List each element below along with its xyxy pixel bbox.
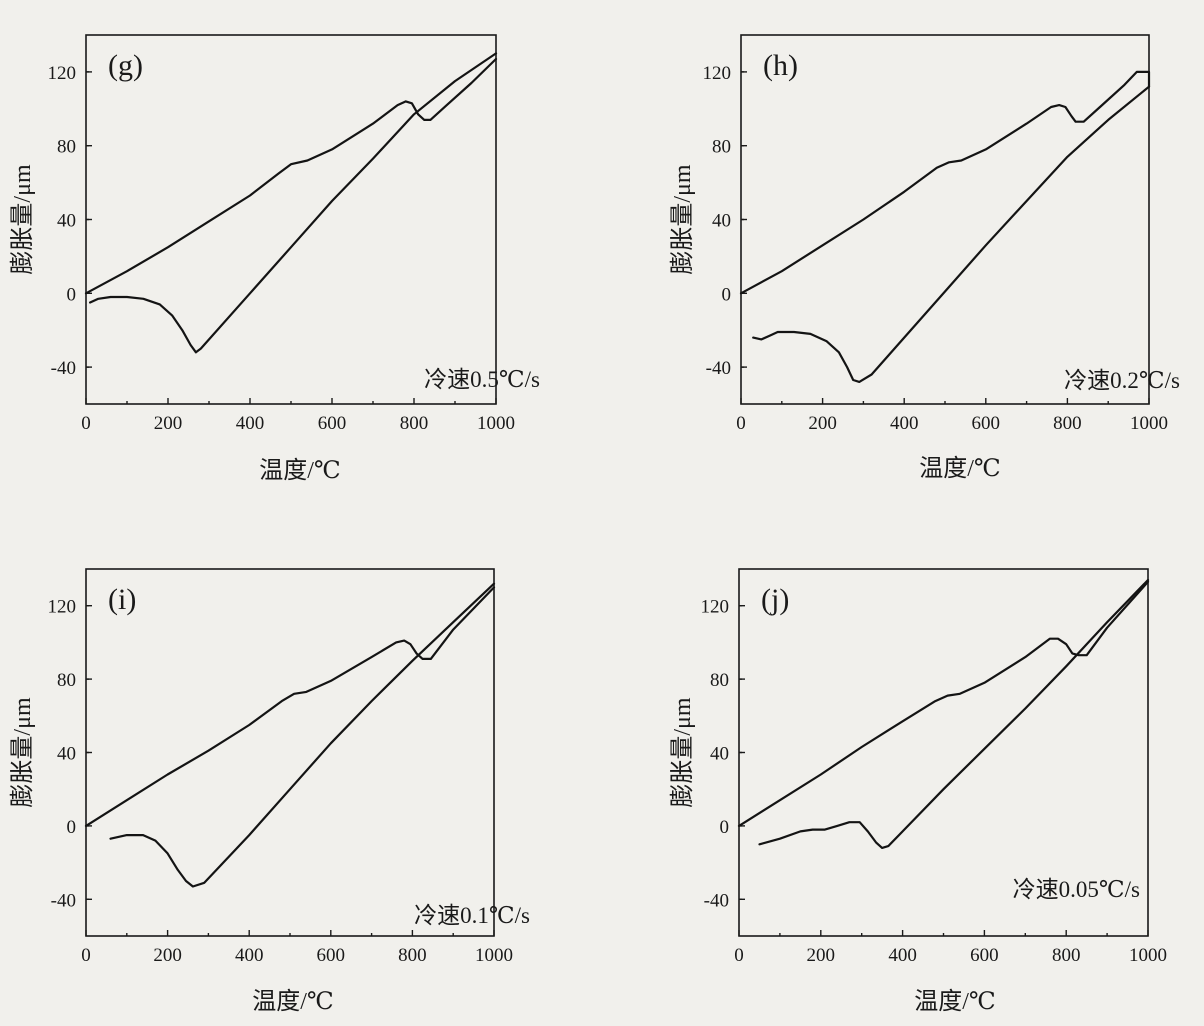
cooling-curve [752,85,1151,383]
y-tick-label: 120 [703,63,732,84]
chart-panel-j: 0 200 400 600 800 1000 -40 0 40 80 120 (j) 冷速0.05℃/s… [669,568,1167,1015]
cooling-curve [758,578,1150,849]
y-tick-label: -40 [51,358,76,379]
x-tick-label: 0 [734,945,744,966]
x-tick-label: 400 [236,413,265,434]
y-tick-label: 80 [57,670,76,691]
y-tick-label: 80 [710,670,729,691]
heating-curve [84,57,498,295]
x-tick-label: 1000 [1129,945,1167,966]
y-tick-label: 40 [57,744,76,765]
panel-label: (g) [108,49,143,82]
x-tick-label: 600 [317,945,346,966]
x-tick-label: 1000 [1130,413,1168,434]
y-tick-label: 40 [57,211,76,232]
y-tick-label: 0 [720,817,730,838]
x-tick-label: 0 [81,413,91,434]
y-tick-label: 120 [48,63,77,84]
x-tick-label: 800 [1052,945,1081,966]
panel-label: (h) [763,49,798,82]
x-tick-label: 0 [81,945,91,966]
y-tick-label: 120 [701,597,730,618]
y-tick-label: 40 [712,211,731,232]
y-tick-label: 0 [67,817,77,838]
x-tick-label: 200 [154,413,183,434]
x-tick-label: 800 [1053,413,1082,434]
x-tick-label: 200 [153,945,182,966]
chart-panel-h: 0 200 400 600 800 1000 -40 0 40 80 120 (h) 冷速0.2℃/s 温… [669,34,1180,482]
x-tick-label: 400 [890,413,919,434]
y-tick-label: 0 [722,284,732,305]
x-tick-label: 1000 [475,945,513,966]
x-tick-label: 400 [235,945,264,966]
y-tick-label: 120 [48,597,77,618]
cooling-rate-annotation: 冷速0.1℃/s [414,903,530,928]
chart-panel-g: 0 200 400 600 800 1000 -40 0 40 80 120 (g) 冷速0.5℃/s 温… [9,34,540,484]
y-axis-title: 膨胀量/μm [669,697,696,808]
y-axis-title: 膨胀量/μm [9,697,36,808]
y-tick-label: -40 [706,358,731,379]
x-tick-label: 0 [736,413,746,434]
y-tick-label: -40 [51,890,76,911]
x-axis-title: 温度/℃ [919,455,1001,482]
cooling-curve [109,582,496,888]
y-tick-label: 80 [57,137,76,158]
plot-frame [85,568,495,937]
x-tick-label: 600 [318,413,347,434]
x-tick-label: 400 [888,945,917,966]
y-tick-label: 0 [67,284,77,305]
x-tick-label: 200 [807,945,836,966]
x-axis-title: 温度/℃ [252,988,334,1015]
cooling-rate-annotation: 冷速0.05℃/s [1013,877,1140,902]
x-tick-label: 200 [808,413,837,434]
cooling-curve [89,52,498,354]
panel-label: (j) [761,583,789,616]
x-tick-label: 600 [972,413,1001,434]
y-tick-label: -40 [704,890,729,911]
cooling-rate-annotation: 冷速0.2℃/s [1064,368,1180,393]
x-axis-title: 温度/℃ [914,988,996,1015]
heating-curve [737,580,1150,827]
panel-label: (i) [108,583,136,616]
plot-frame [85,34,497,405]
x-tick-label: 800 [398,945,427,966]
y-axis-title: 膨胀量/μm [9,164,36,275]
x-tick-label: 1000 [477,413,515,434]
x-tick-label: 800 [400,413,429,434]
y-tick-label: 80 [712,137,731,158]
x-axis-title: 温度/℃ [259,457,341,484]
y-axis-title: 膨胀量/μm [669,164,696,275]
x-tick-label: 600 [970,945,999,966]
heating-curve [739,70,1151,295]
heating-curve [84,586,496,827]
chart-panel-i: 0 200 400 600 800 1000 -40 0 40 80 120 (i) 冷速0.1℃/s 温… [9,568,530,1015]
y-tick-label: 40 [710,744,729,765]
cooling-rate-annotation: 冷速0.5℃/s [424,367,540,392]
plot-frame [740,34,1150,405]
